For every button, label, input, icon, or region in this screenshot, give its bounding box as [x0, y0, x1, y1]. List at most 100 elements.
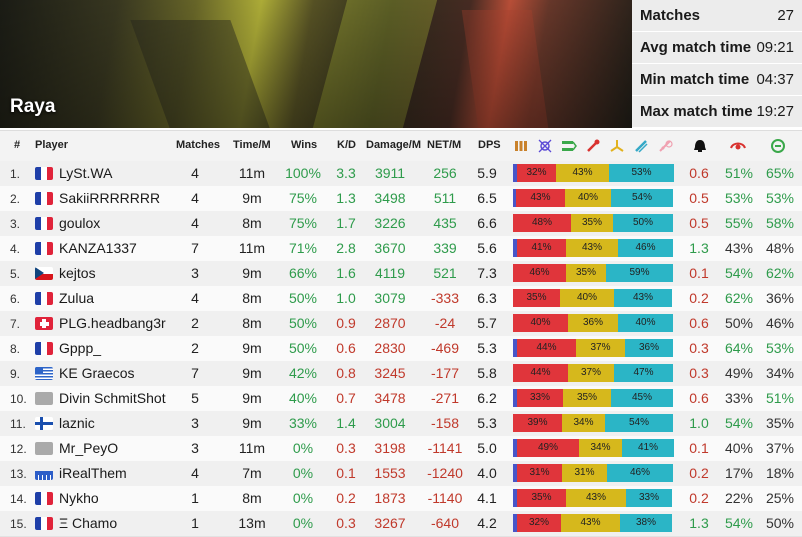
player-name[interactable]: KE Graecos	[59, 365, 135, 381]
class-bar-segment: 59%	[606, 264, 673, 282]
player-name[interactable]: KANZA1337	[59, 240, 137, 256]
class-bar-segment: 34%	[579, 439, 622, 457]
table-row[interactable]: 7. PLG.headbang3r 2 8m 50% 0.9 2870 -24 5.7 40% 36…	[0, 311, 802, 337]
cell-deaths: 0.5	[689, 190, 709, 206]
player-name[interactable]: goulox	[59, 215, 101, 231]
cell-kd: 1.0	[336, 290, 356, 306]
col-rank[interactable]: #	[14, 139, 21, 151]
col-dps[interactable]: DPS	[478, 139, 501, 151]
cell-objective: 53%	[765, 340, 795, 356]
col-damage[interactable]: Damage/M	[366, 139, 422, 151]
tank-icon[interactable]	[513, 138, 529, 154]
melee-icon[interactable]	[657, 138, 673, 154]
class-bar-segment: 41%	[517, 239, 566, 257]
player-name[interactable]: Divin SchmitShot	[59, 390, 166, 406]
cell-objective: 25%	[765, 490, 795, 506]
cell-matches: 4	[191, 165, 199, 181]
kill-icon[interactable]	[730, 138, 746, 154]
cell-kill-participation: 55%	[724, 215, 754, 231]
cell-kd: 0.8	[336, 365, 356, 381]
table-row[interactable]: 4. KANZA1337 7 11m 71% 2.8 3670 339 5.6 41% 43% 46%…	[0, 236, 802, 262]
cell-net: -24	[434, 315, 456, 331]
col-matches[interactable]: Matches	[176, 139, 221, 151]
player-name[interactable]: kejtos	[59, 265, 96, 281]
flag-icon	[35, 317, 53, 330]
class-bar-segment: 54%	[605, 414, 673, 432]
cell-net: -1240	[427, 465, 463, 481]
table-row[interactable]: 11. laznic 3 9m 33% 1.4 3004 -158 5.3 39% 34% 54% 1.…	[0, 411, 802, 437]
player-name[interactable]: Zulua	[59, 290, 95, 306]
table-row[interactable]: 9. KE Graecos 7 9m 42% 0.8 3245 -177 5.8 44% 37% 47…	[0, 361, 802, 387]
table-row[interactable]: 10. Divin SchmitShot 5 9m 40% 0.7 3478 -271 6.2 3…	[0, 386, 802, 412]
class-bar-segment	[513, 389, 517, 407]
col-net[interactable]: NET/M	[427, 139, 462, 151]
table-row[interactable]: 1. LySt.WA 4 11m 100% 3.3 3911 256 5.9 32% 43% 53% 0…	[0, 161, 802, 187]
table-row[interactable]: 2. SakiiRRRRRRR 4 9m 75% 1.3 3498 511 6.5 43% 40% 5…	[0, 186, 802, 212]
table-row[interactable]: 14. Nykho 1 8m 0% 0.2 1873 -1140 4.1 35% 43% 33% 0.2…	[0, 486, 802, 512]
support-icon[interactable]	[537, 138, 553, 154]
cell-rank: 6.	[10, 292, 21, 306]
map-banner-image: Raya	[0, 0, 632, 128]
class-distribution-bar: 48% 35% 50%	[513, 214, 673, 232]
summary-avg-time: Avg match time 09:21	[632, 32, 802, 63]
summary-label: Min match time	[640, 71, 750, 88]
dps-icon[interactable]	[561, 138, 577, 154]
objective-icon[interactable]	[770, 138, 786, 154]
class-bar-segment: 31%	[562, 464, 607, 482]
cell-rank: 14.	[10, 492, 27, 506]
cell-dps: 5.7	[477, 315, 497, 331]
table-row[interactable]: 15. Ξ Chamo 1 13m 0% 0.3 3267 -640 4.2 32% 43% 38% 1…	[0, 511, 802, 537]
col-kd[interactable]: K/D	[337, 139, 356, 151]
cell-time: 11m	[238, 440, 266, 456]
cell-damage: 3670	[374, 240, 406, 256]
col-wins[interactable]: Wins	[291, 139, 318, 151]
table-row[interactable]: 6. Zulua 4 8m 50% 1.0 3079 -333 6.3 35% 40% 43% 0.2 6…	[0, 286, 802, 312]
summary-label: Matches	[640, 7, 701, 24]
cell-rank: 3.	[10, 217, 21, 231]
flag-icon	[35, 442, 53, 455]
player-name[interactable]: PLG.headbang3r	[59, 315, 166, 331]
cell-kd: 3.3	[336, 165, 356, 181]
class-bar-segment: 47%	[614, 364, 673, 382]
player-name[interactable]: laznic	[59, 415, 95, 431]
player-name[interactable]: Nykho	[59, 490, 99, 506]
death-icon[interactable]	[692, 138, 708, 154]
col-player[interactable]: Player	[35, 139, 69, 151]
cell-dps: 6.6	[477, 215, 497, 231]
table-row[interactable]: 8. Gppp_ 2 9m 50% 0.6 2830 -469 5.3 44% 37% 36% 0.3 6…	[0, 336, 802, 362]
player-name[interactable]: LySt.WA	[59, 165, 113, 181]
cell-damage: 1873	[374, 490, 406, 506]
player-name[interactable]: SakiiRRRRRRR	[59, 190, 161, 206]
player-name[interactable]: iRealThem	[59, 465, 127, 481]
player-name[interactable]: Ξ Chamo	[59, 515, 118, 531]
player-name[interactable]: Gppp_	[59, 340, 102, 356]
cell-matches: 3	[191, 265, 199, 281]
table-row[interactable]: 12. Mr_PeyO 3 11m 0% 0.3 3198 -1141 5.0 49% 34% 41%…	[0, 436, 802, 462]
build-icon[interactable]	[609, 138, 625, 154]
player-name[interactable]: Mr_PeyO	[59, 440, 119, 456]
cell-kill-participation: 33%	[724, 390, 754, 406]
col-time[interactable]: Time/M	[233, 139, 271, 151]
cell-objective: 51%	[765, 390, 795, 406]
cell-deaths: 0.6	[689, 165, 709, 181]
cell-damage: 2870	[374, 315, 406, 331]
cell-damage: 3198	[374, 440, 406, 456]
table-row[interactable]: 5. kejtos 3 9m 66% 1.6 4119 521 7.3 46% 35% 59% 0.1 5…	[0, 261, 802, 287]
cell-kill-participation: 54%	[724, 515, 754, 531]
sniper-icon[interactable]	[633, 138, 649, 154]
cell-deaths: 0.6	[689, 315, 709, 331]
table-row[interactable]: 13. iRealThem 4 7m 0% 0.1 1553 -1240 4.0 31% 31% 46…	[0, 461, 802, 487]
class-bar-segment: 43%	[516, 189, 565, 207]
table-row[interactable]: 3. goulox 4 8m 75% 1.7 3226 435 6.6 48% 35% 50% 0.5 5…	[0, 211, 802, 237]
heal-icon[interactable]	[585, 138, 601, 154]
class-distribution-bar: 43% 40% 54%	[513, 189, 673, 207]
cell-damage: 3267	[374, 515, 406, 531]
cell-time: 11m	[238, 165, 266, 181]
cell-wins: 33%	[288, 415, 318, 431]
cell-damage: 4119	[374, 265, 406, 281]
cell-matches: 3	[191, 415, 199, 431]
cell-objective: 53%	[765, 190, 795, 206]
flag-icon	[35, 192, 53, 205]
cell-time: 9m	[242, 390, 262, 406]
cell-objective: 37%	[765, 440, 795, 456]
